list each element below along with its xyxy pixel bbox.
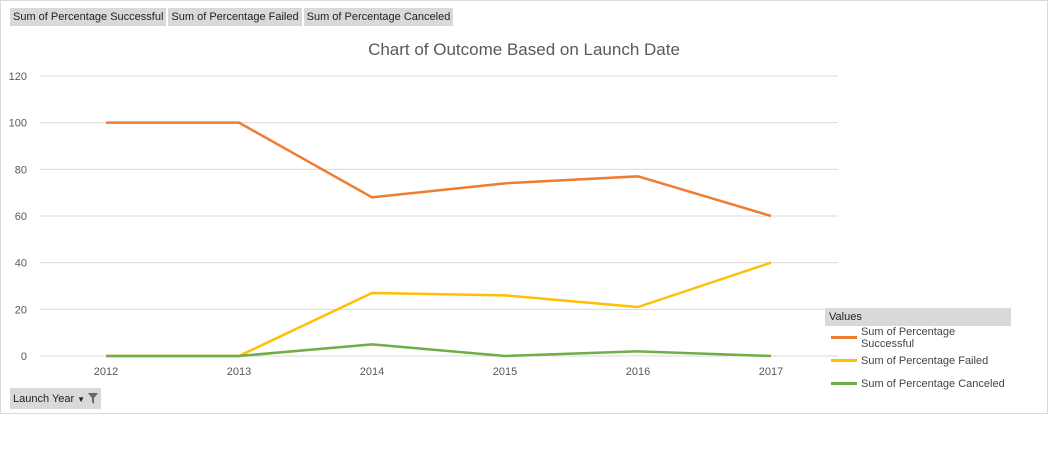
y-tick-label: 120 [9, 71, 27, 83]
dropdown-arrow-icon: ▼ [77, 395, 86, 404]
x-tick-label: 2012 [94, 366, 118, 378]
x-tick-label: 2017 [759, 366, 783, 378]
legend: Values Sum of Percentage Successful Sum o… [825, 308, 1011, 395]
field-button-canceled[interactable]: Sum of Percentage Canceled [303, 8, 454, 26]
launch-year-label: Launch Year [13, 392, 75, 405]
y-tick-label: 60 [15, 211, 27, 223]
legend-swatch [831, 336, 857, 339]
legend-item[interactable]: Sum of Percentage Failed [825, 349, 1011, 372]
chart-title: Chart of Outcome Based on Launch Date [368, 40, 680, 59]
y-tick-label: 80 [15, 164, 27, 176]
line-chart: Chart of Outcome Based on Launch Date 0 2… [9, 40, 838, 378]
filter-icon [88, 393, 99, 404]
x-tick-label: 2015 [493, 366, 517, 378]
chart-area[interactable] [0, 0, 1048, 414]
legend-label: Sum of Percentage Canceled [861, 377, 1005, 390]
y-axis-ticks: 0 20 40 60 80 100 120 [9, 71, 27, 363]
legend-item[interactable]: Sum of Percentage Successful [825, 325, 1011, 350]
series-line-2[interactable] [106, 343, 772, 358]
series-lines [106, 121, 772, 358]
gridlines [40, 75, 838, 357]
launch-year-filter-button[interactable]: Launch Year ▼ [10, 388, 102, 409]
x-axis-ticks: 2012 2013 2014 2015 2016 2017 [94, 366, 783, 378]
x-tick-label: 2014 [360, 366, 384, 378]
legend-swatch [831, 359, 857, 362]
field-button-failed[interactable]: Sum of Percentage Failed [168, 8, 302, 26]
legend-label: Sum of Percentage Failed [861, 354, 989, 367]
x-tick-label: 2016 [626, 366, 650, 378]
y-tick-label: 40 [15, 258, 27, 270]
field-button-successful[interactable]: Sum of Percentage Successful [10, 8, 167, 26]
y-tick-label: 100 [9, 118, 27, 130]
legend-item[interactable]: Sum of Percentage Canceled [825, 372, 1011, 395]
value-field-buttons: Sum of Percentage Successful Sum of Perc… [10, 8, 454, 26]
legend-title[interactable]: Values [825, 308, 1011, 326]
y-tick-label: 0 [21, 351, 27, 363]
series-line-0[interactable] [106, 121, 772, 218]
x-tick-label: 2013 [227, 366, 251, 378]
y-tick-label: 20 [15, 304, 27, 316]
legend-label: Sum of Percentage Successful [860, 325, 956, 350]
legend-items: Sum of Percentage Successful Sum of Perce… [825, 326, 1011, 395]
legend-swatch [831, 382, 857, 385]
